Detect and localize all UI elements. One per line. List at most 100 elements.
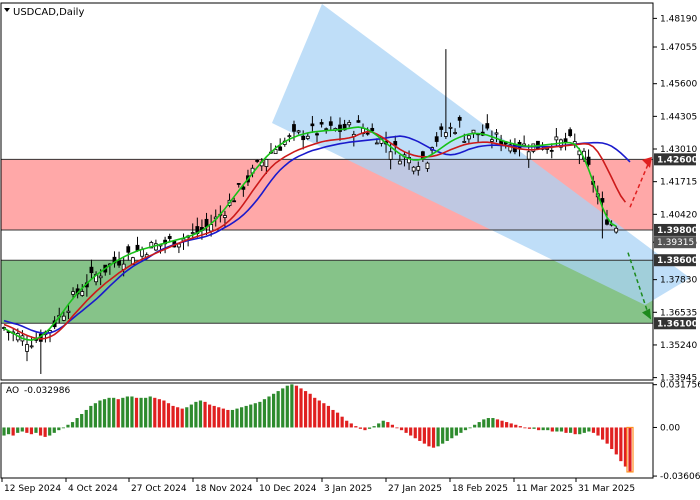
- ao-bar: [258, 401, 262, 428]
- candle-body: [324, 128, 329, 131]
- ao-bar: [427, 427, 431, 447]
- candle-body: [241, 186, 246, 190]
- ao-bar: [322, 403, 326, 428]
- ao-bar: [509, 423, 513, 428]
- candle-body: [301, 135, 306, 141]
- ao-bar: [116, 399, 120, 428]
- level-label-box: [654, 317, 696, 330]
- ao-bar: [358, 427, 363, 429]
- ao-bar: [381, 420, 385, 428]
- candle-body: [494, 132, 499, 135]
- candle-body: [600, 198, 605, 203]
- ao-bar: [271, 393, 276, 428]
- ao-bar: [614, 427, 618, 455]
- candle-body: [232, 200, 237, 203]
- candle-body: [347, 122, 352, 126]
- ao-bar: [20, 427, 24, 432]
- candle-body: [71, 291, 75, 295]
- ao-bar: [34, 427, 38, 433]
- ao-bar: [66, 424, 70, 428]
- ao-bar: [2, 427, 6, 436]
- candle-body: [466, 135, 471, 140]
- ao-bar: [441, 427, 445, 444]
- ao-bar: [573, 427, 577, 435]
- ao-bar: [198, 400, 203, 428]
- level-label: 1.38600: [657, 256, 698, 266]
- candle-body: [425, 162, 430, 169]
- ao-bar: [93, 403, 97, 428]
- x-tick-label: 27 Jan 2025: [388, 484, 442, 494]
- ao-bar: [38, 427, 43, 436]
- ao-bar: [6, 427, 11, 435]
- chart-title-text: USDCAD,Daily: [13, 7, 84, 18]
- ao-bar: [29, 427, 34, 435]
- ao-tick-label: 0.031756: [660, 381, 700, 391]
- ao-current-highlight: [626, 426, 634, 473]
- zone-band-1: [1, 260, 653, 324]
- candle-body: [167, 236, 172, 239]
- y-tick-label: 1.45600: [660, 80, 697, 90]
- forecast-up-arrow: [629, 164, 649, 208]
- ao-bar: [70, 422, 75, 428]
- candle-body: [549, 149, 554, 152]
- y-tick-label: 1.33945: [660, 374, 697, 384]
- y-tick-label: 1.43010: [660, 145, 697, 155]
- candle-body: [448, 126, 453, 129]
- ao-bar: [559, 427, 564, 432]
- candle-body: [273, 149, 278, 155]
- ao-bar: [473, 424, 477, 428]
- ao-bar: [61, 427, 66, 429]
- ao-bar: [313, 397, 317, 428]
- ao-bar: [226, 409, 230, 428]
- ao-plot: [2, 384, 634, 473]
- ao-bar: [130, 396, 134, 428]
- ao-bar: [235, 408, 239, 428]
- ao-bar: [600, 427, 605, 440]
- ao-bar: [605, 427, 609, 444]
- ao-bar: [317, 400, 321, 428]
- candle-body: [296, 130, 301, 133]
- ao-bar: [112, 397, 116, 428]
- candle-body: [287, 135, 292, 138]
- ao-bar: [194, 401, 198, 428]
- y-tick-label: 1.44305: [660, 112, 697, 122]
- ao-bar: [290, 384, 294, 428]
- candle-body: [365, 132, 370, 135]
- candle-body: [411, 166, 416, 172]
- ao-bar: [422, 427, 426, 444]
- ao-bar: [189, 404, 193, 428]
- chart-title: USDCAD,Daily: [4, 7, 84, 18]
- ao-bar: [363, 427, 367, 431]
- ao-bar: [285, 385, 289, 428]
- ao-bar: [203, 401, 207, 428]
- ao-bar: [550, 427, 554, 432]
- ao-bar: [75, 418, 79, 428]
- ao-bar: [587, 427, 591, 432]
- candle-body: [471, 129, 476, 134]
- ao-current-value: -0.032986: [24, 386, 70, 396]
- candle-body: [278, 146, 283, 151]
- ao-bar: [281, 388, 285, 428]
- ao-bar: [491, 418, 495, 428]
- candle-body: [319, 122, 324, 125]
- candle-body: [508, 144, 513, 152]
- ao-bar: [578, 427, 582, 435]
- candle-body: [135, 244, 140, 251]
- candle-body: [453, 132, 457, 134]
- ao-bar: [340, 416, 344, 428]
- ao-bar: [134, 397, 139, 428]
- ao-bar: [568, 427, 573, 433]
- candle-body: [439, 126, 444, 130]
- ao-bar: [505, 422, 509, 428]
- ao-bar: [144, 397, 148, 428]
- ao-bar: [564, 427, 568, 433]
- moving-average-2: [3, 126, 617, 342]
- y-tick-label: 1.36535: [660, 308, 697, 318]
- ao-bar: [249, 404, 253, 428]
- candle-body: [462, 140, 467, 143]
- candle-body: [292, 124, 296, 132]
- dropdown-arrow-icon[interactable]: [4, 8, 10, 12]
- ao-bar: [303, 391, 308, 428]
- ao-bar: [500, 420, 504, 428]
- ao-bar: [331, 409, 335, 428]
